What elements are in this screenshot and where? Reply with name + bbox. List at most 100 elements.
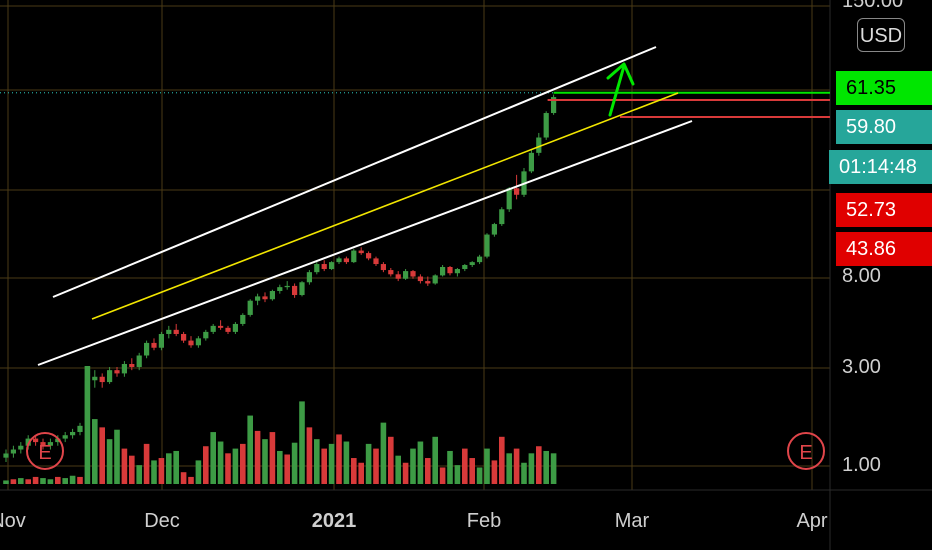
candle-body bbox=[92, 376, 98, 381]
earnings-marker[interactable]: E bbox=[787, 432, 825, 470]
volume-bar bbox=[506, 453, 512, 484]
time-axis-label: Nov bbox=[0, 510, 26, 532]
volume-bar bbox=[454, 465, 461, 484]
candle-body bbox=[247, 300, 253, 315]
volume-bar bbox=[521, 462, 527, 484]
volume-bar bbox=[513, 448, 520, 484]
candle-body bbox=[262, 296, 268, 300]
candle-body bbox=[144, 342, 150, 356]
candle-body bbox=[336, 258, 342, 263]
time-axis-label: Apr bbox=[796, 510, 828, 532]
candle-body bbox=[543, 113, 549, 138]
volume-bar bbox=[180, 472, 187, 484]
time-axis-label: 2021 bbox=[311, 510, 357, 532]
candle-body bbox=[210, 325, 216, 332]
candle-body bbox=[284, 285, 290, 288]
price-tag: 43.86 bbox=[836, 232, 932, 266]
channel-upper-line bbox=[52, 46, 657, 298]
candle-body bbox=[373, 258, 379, 265]
candle-body bbox=[484, 234, 490, 257]
channel-mid-line bbox=[91, 92, 679, 320]
candle-body bbox=[70, 431, 76, 436]
candle-body bbox=[314, 264, 320, 273]
volume-bar bbox=[277, 450, 283, 484]
candle-body bbox=[454, 269, 460, 274]
last-price-tag: 61.35 bbox=[836, 71, 932, 105]
candle-body bbox=[395, 274, 401, 279]
candle-body bbox=[403, 271, 409, 279]
volume-bar bbox=[92, 419, 98, 484]
candle-body bbox=[462, 265, 468, 270]
price-axis-label: 1.00 bbox=[842, 454, 881, 476]
price-axis-label: 150.00 bbox=[842, 0, 904, 12]
candle-body bbox=[292, 285, 298, 296]
candle-body bbox=[299, 282, 305, 296]
candle-body bbox=[62, 435, 68, 439]
candle-body bbox=[121, 364, 127, 374]
candle-body bbox=[514, 188, 520, 195]
candle-body bbox=[269, 291, 275, 300]
volume-bar bbox=[439, 467, 446, 484]
volume-bar bbox=[358, 462, 364, 484]
volume-bar bbox=[306, 427, 313, 484]
volume-bar bbox=[18, 478, 24, 484]
price-tag: 52.73 bbox=[836, 193, 932, 227]
volume-bar bbox=[25, 479, 31, 484]
volume-bar bbox=[166, 453, 172, 484]
candle-body bbox=[410, 271, 416, 277]
candle-body bbox=[358, 250, 364, 254]
volume-bar bbox=[62, 478, 68, 484]
volume-bar bbox=[328, 443, 335, 484]
volume-bar bbox=[136, 465, 142, 484]
volume-bar bbox=[476, 467, 483, 484]
candle-body bbox=[321, 264, 327, 270]
volume-bar bbox=[284, 454, 290, 484]
candle-body bbox=[477, 256, 483, 263]
volume-bar bbox=[351, 458, 357, 484]
volume-bar bbox=[151, 460, 157, 484]
volume-bar bbox=[106, 439, 113, 484]
volume-bar bbox=[425, 458, 431, 484]
volume-bar bbox=[114, 429, 120, 484]
candle-body bbox=[129, 364, 135, 368]
volume-bar bbox=[528, 453, 535, 484]
candle-body bbox=[351, 250, 357, 263]
candle-body bbox=[469, 262, 475, 266]
candle-body bbox=[447, 266, 453, 274]
candle-body bbox=[277, 287, 283, 292]
earnings-marker[interactable]: E bbox=[26, 432, 64, 470]
volume-bar bbox=[158, 458, 165, 484]
candle-body bbox=[536, 137, 542, 153]
volume-bar bbox=[173, 450, 179, 484]
volume-bar bbox=[291, 442, 298, 484]
candle-body bbox=[380, 264, 386, 271]
volume-bar bbox=[336, 434, 342, 484]
time-axis-label: Mar bbox=[614, 510, 650, 532]
volume-bar bbox=[55, 476, 61, 484]
candle-body bbox=[203, 331, 209, 339]
price-axis-label: 3.00 bbox=[842, 356, 881, 378]
volume-bar bbox=[195, 460, 202, 484]
candle-body bbox=[240, 314, 246, 324]
volume-bar bbox=[40, 478, 46, 484]
candle-body bbox=[329, 262, 335, 270]
volume-bar bbox=[225, 453, 231, 484]
currency-button[interactable]: USD bbox=[857, 18, 905, 52]
candle-body bbox=[425, 281, 431, 284]
time-axis-label: Dec bbox=[144, 510, 180, 532]
candle-body bbox=[225, 327, 231, 332]
drawing-tools bbox=[0, 46, 830, 366]
volume-bar bbox=[402, 462, 409, 484]
candle-body bbox=[440, 266, 446, 276]
volume-bar bbox=[410, 448, 416, 484]
volume-bar bbox=[69, 475, 76, 484]
candle-body bbox=[188, 340, 194, 346]
candle-body bbox=[77, 425, 83, 432]
candle-body bbox=[99, 376, 105, 383]
candle-body bbox=[551, 97, 557, 114]
volume-bars bbox=[3, 366, 557, 484]
volume-bar bbox=[380, 422, 387, 484]
volume-bar bbox=[129, 455, 135, 484]
volume-bar bbox=[365, 443, 372, 484]
